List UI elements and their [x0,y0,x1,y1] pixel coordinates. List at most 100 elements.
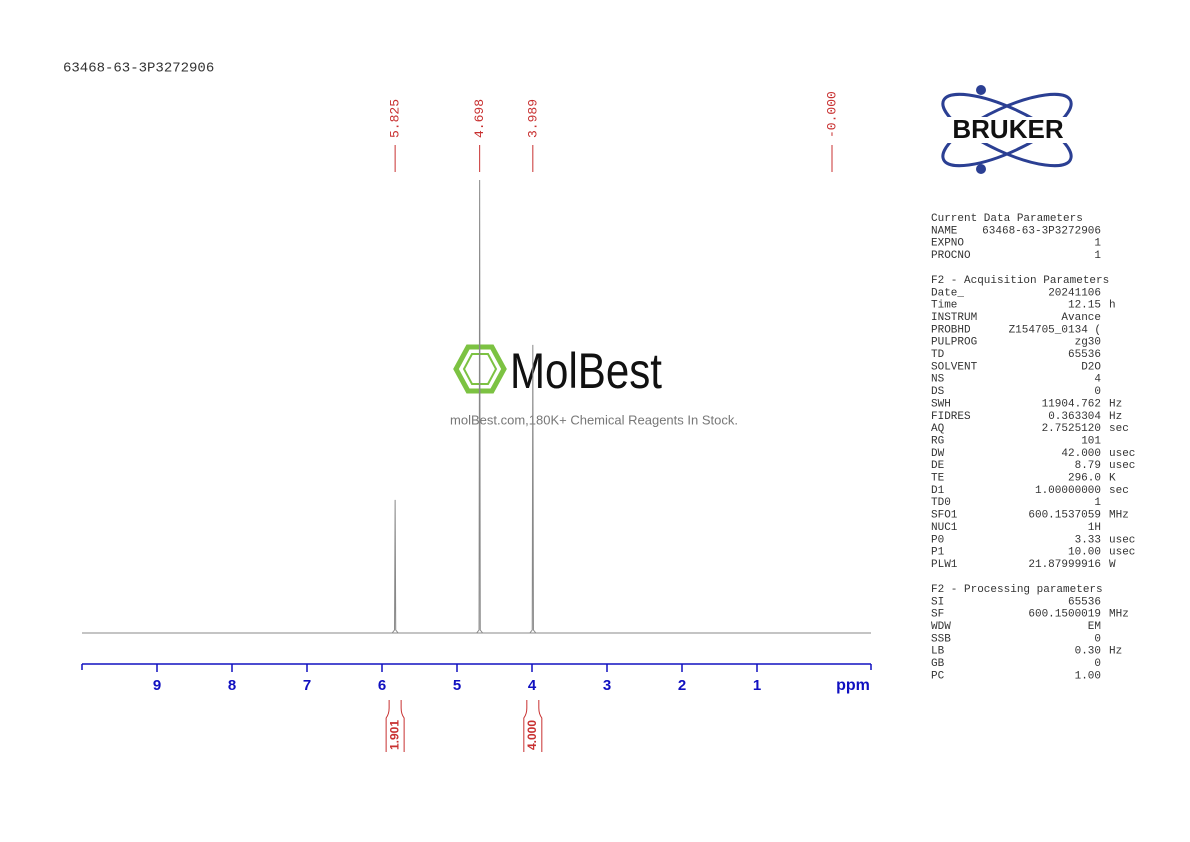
parameter-value: 296.0 [1068,473,1101,485]
parameter-name: P0 [931,534,944,546]
parameters-section-title: F2 - Acquisition Parameters [931,275,1109,287]
parameter-value: 1 [1094,238,1101,250]
x-axis-label: ppm [836,677,870,694]
parameter-value: 0 [1094,633,1101,645]
x-tick-label: 9 [153,677,161,694]
parameter-value: 0 [1094,658,1101,670]
logo-text: BRUKER [952,114,1063,144]
parameter-value: 20241106 [1048,287,1101,299]
parameter-name: SFO1 [931,510,958,522]
parameter-value: 4 [1094,374,1101,386]
x-tick-label: 1 [753,677,761,694]
logo-orbit [941,92,1073,168]
parameter-unit: h [1109,300,1116,312]
peak-label: 5.825 [388,99,403,138]
parameter-unit: W [1109,559,1116,571]
x-tick-label: 2 [678,677,686,694]
parameter-name: PC [931,670,945,682]
peak-label: 4.698 [472,99,487,138]
parameter-unit: K [1109,473,1116,485]
bruker-logo: BRUKER [924,85,1092,174]
parameter-name: SSB [931,633,951,645]
x-tick-label: 8 [228,677,236,694]
parameter-name: LB [931,646,945,658]
x-tick-label: 5 [453,677,461,694]
parameter-name: TE [931,473,945,485]
parameter-name: DW [931,448,945,460]
parameter-name: SI [931,596,944,608]
parameter-unit: MHz [1109,609,1129,621]
peak [529,344,537,634]
parameter-name: EXPNO [931,238,964,250]
peak [476,179,484,634]
parameter-value: 8.79 [1075,460,1101,472]
parameter-name: NAME [931,225,958,237]
x-tick-label: 3 [603,677,611,694]
logo-dot [976,85,986,95]
parameter-name: NUC1 [931,522,958,534]
integral-label: 4.000 [525,720,539,750]
parameter-value: 1.00000000 [1035,485,1101,497]
parameter-unit: sec [1109,423,1129,435]
parameter-value: 21.87999916 [1028,559,1101,571]
parameter-unit: Hz [1109,411,1122,423]
parameter-name: PLW1 [931,559,958,571]
parameter-value: 2.7525120 [1042,423,1101,435]
parameter-name: RG [931,435,944,447]
parameter-value: 12.15 [1068,300,1101,312]
watermark-icon [462,353,498,385]
parameter-value: 11904.762 [1042,398,1101,410]
parameter-name: INSTRUM [931,312,977,324]
parameters-section-title: F2 - Processing parameters [931,584,1103,596]
watermark-brand: MolBest [510,343,662,399]
peak-label: -0.000 [824,91,839,138]
parameter-value: 1H [1088,522,1101,534]
parameter-value: 63468-63-3P3272906 [982,225,1101,237]
parameter-name: PULPROG [931,337,977,349]
parameter-unit: usec [1109,547,1135,559]
parameter-value: D2O [1081,361,1101,373]
parameter-value: Z154705_0134 ( [1009,324,1101,336]
parameter-value: 0.30 [1075,646,1101,658]
parameter-unit: usec [1109,448,1135,460]
parameter-name: SOLVENT [931,361,978,373]
integral-bracket [385,700,405,752]
parameter-name: P1 [931,547,945,559]
watermark: MolBest molBest.com,180K+ Chemical Reage… [450,343,738,427]
parameter-value: Avance [1061,312,1101,324]
parameter-value: 600.1537059 [1028,510,1101,522]
x-tick-label: 4 [528,677,537,694]
watermark-icon [453,344,507,394]
x-tick-label: 6 [378,677,386,694]
parameter-name: DE [931,460,945,472]
parameter-name: Date_ [931,287,964,299]
parameter-unit: usec [1109,534,1135,546]
parameter-name: SF [931,609,944,621]
parameter-value: 1 [1094,250,1101,262]
parameter-name: D1 [931,485,945,497]
parameter-value: 1 [1094,497,1101,509]
parameter-value: EM [1088,621,1101,633]
parameter-value: 3.33 [1075,534,1101,546]
parameter-name: Time [931,300,957,312]
parameter-name: FIDRES [931,411,971,423]
parameter-value: 65536 [1068,596,1101,608]
watermark-tagline: molBest.com,180K+ Chemical Reagents In S… [450,412,738,427]
parameter-name: PROBHD [931,324,971,336]
parameter-unit: Hz [1109,398,1122,410]
parameter-value: 600.1500019 [1028,609,1101,621]
peak-label: 3.989 [525,99,540,138]
peak [391,499,399,634]
integral-bracket [523,700,543,752]
parameter-name: DS [931,386,945,398]
parameter-value: 42.000 [1061,448,1101,460]
parameter-name: TD0 [931,497,951,509]
parameter-name: PROCNO [931,250,971,262]
parameter-unit: MHz [1109,510,1129,522]
parameter-unit: sec [1109,485,1129,497]
logo-orbit [941,92,1073,168]
parameter-name: WDW [931,621,951,633]
parameter-value: zg30 [1075,337,1101,349]
